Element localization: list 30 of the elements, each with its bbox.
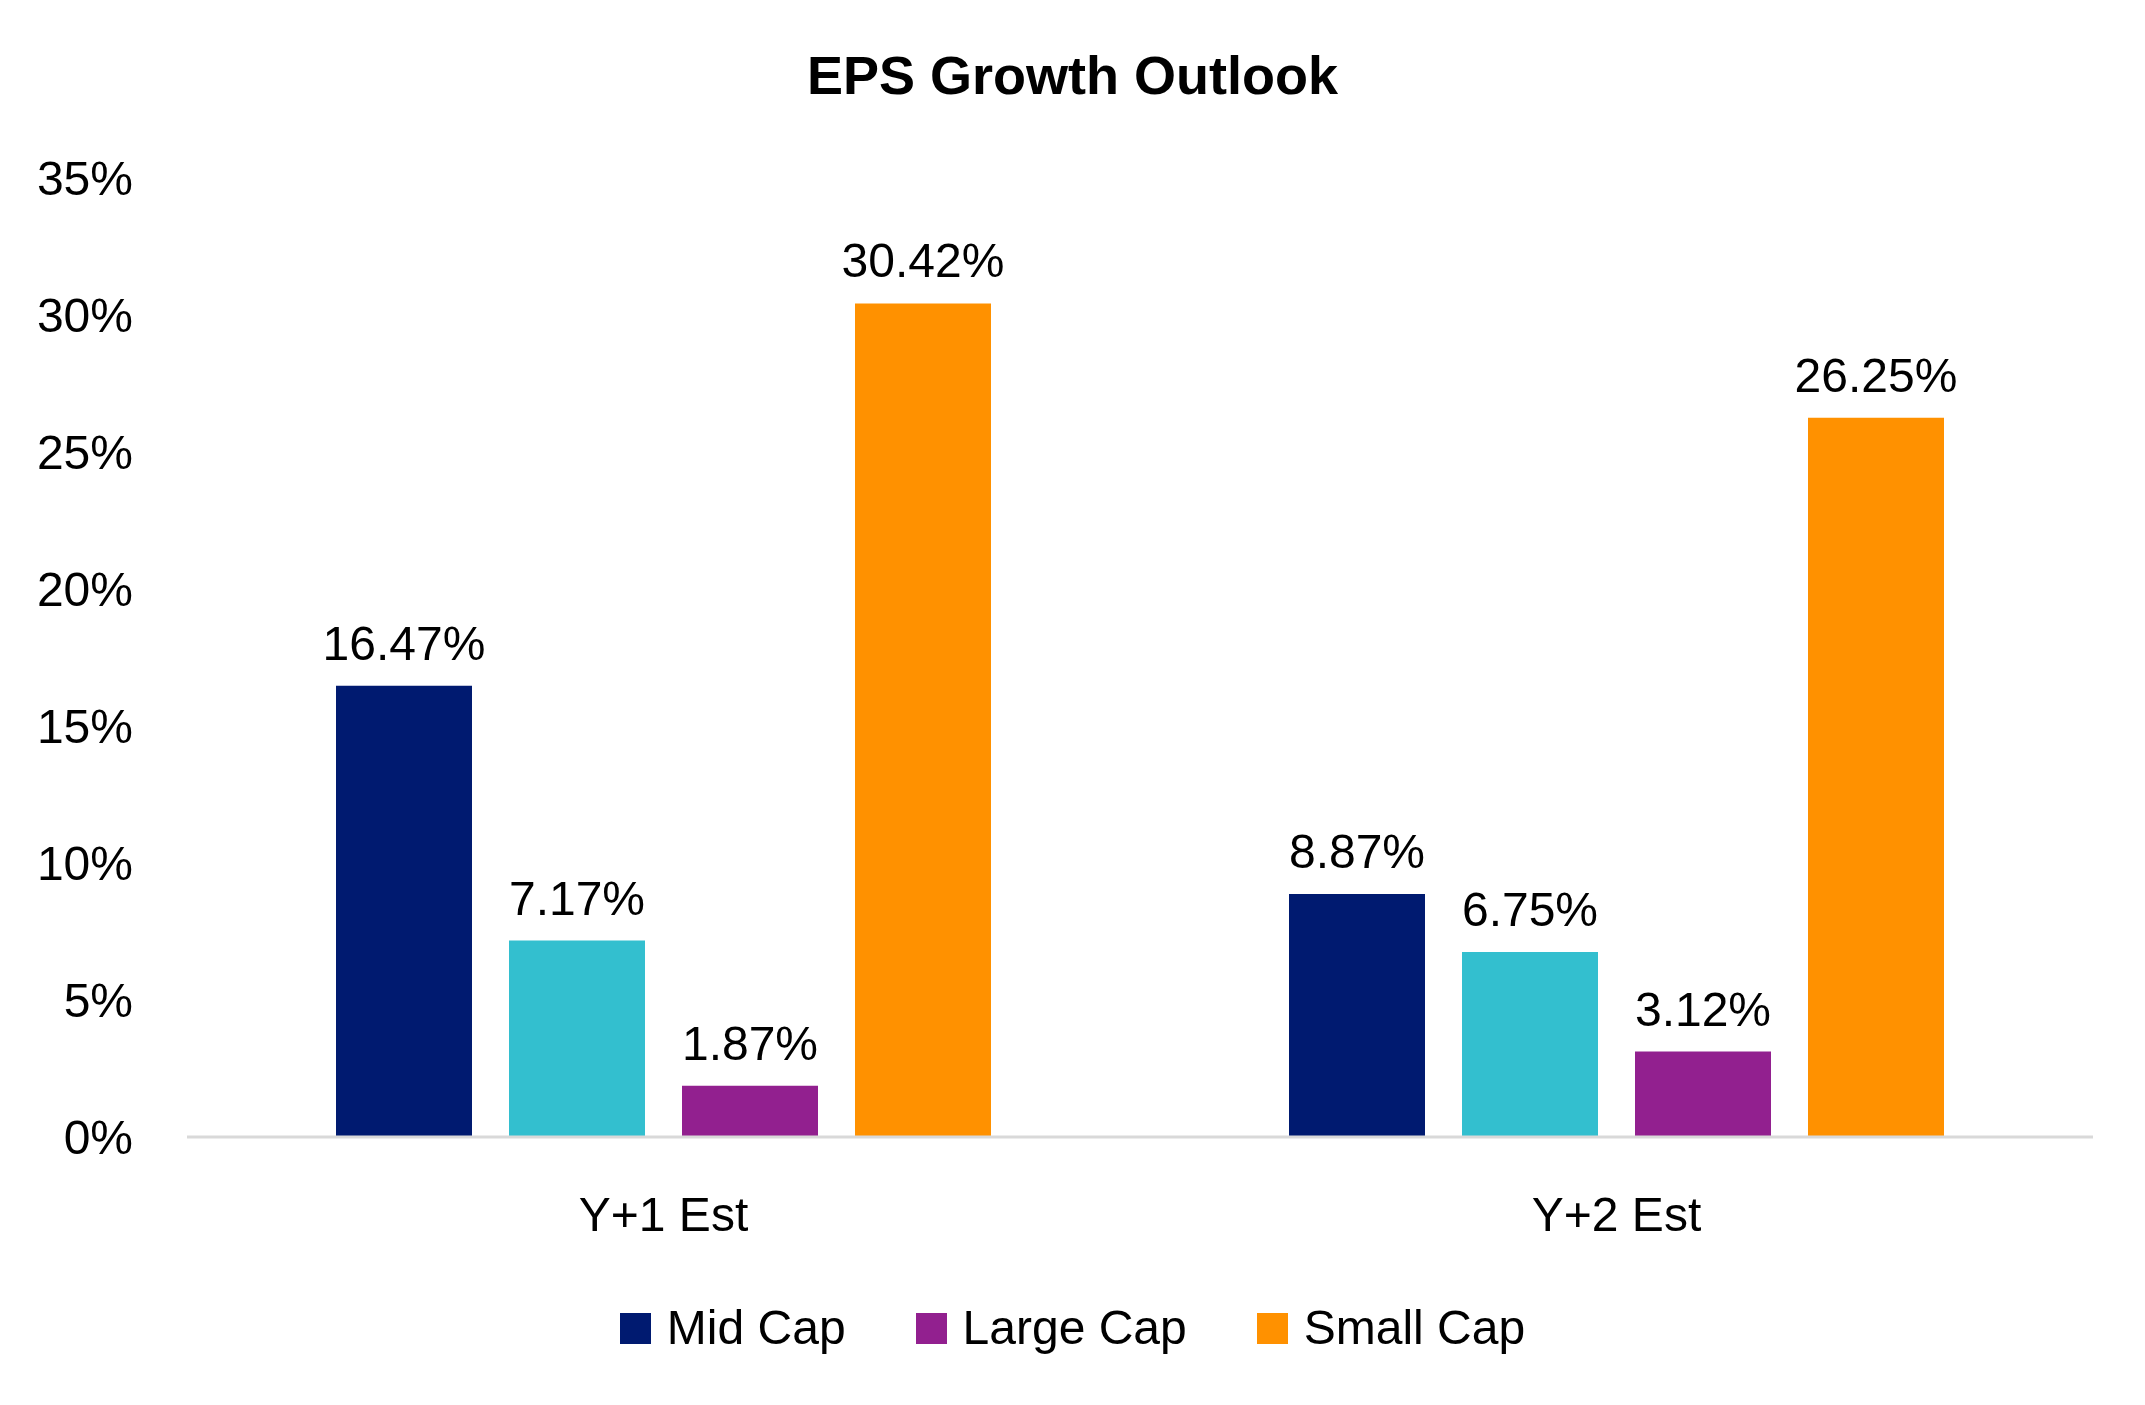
data-label: 1.87%	[681, 1016, 819, 1070]
y-tick-label: 30%	[36, 289, 133, 343]
bar	[855, 303, 991, 1137]
bar	[509, 940, 645, 1137]
data-label: 26.25%	[1794, 348, 1958, 402]
y-tick-label: 10%	[36, 837, 133, 891]
x-tick-label: Y+1 Est	[578, 1188, 749, 1242]
bar	[1462, 952, 1598, 1137]
y-tick-label: 25%	[36, 426, 133, 480]
bar	[1808, 417, 1944, 1137]
y-tick-label: 35%	[36, 152, 133, 206]
legend-label: Mid Cap	[666, 1300, 846, 1356]
bar	[1289, 893, 1425, 1137]
y-tick-label: 15%	[36, 700, 133, 754]
data-label: 6.75%	[1461, 883, 1599, 937]
legend-label: Small Cap	[1303, 1300, 1526, 1356]
bar	[682, 1085, 818, 1137]
legend-label: Large Cap	[962, 1300, 1187, 1356]
data-label: 8.87%	[1288, 824, 1426, 878]
data-label: 16.47%	[322, 616, 486, 670]
data-label: 3.12%	[1634, 982, 1772, 1036]
chart-title: EPS Growth Outlook	[806, 44, 1339, 107]
bar	[1635, 1051, 1771, 1137]
y-tick-label: 0%	[63, 1111, 133, 1165]
y-tick-label: 5%	[63, 974, 133, 1028]
data-label: 7.17%	[508, 871, 646, 925]
bar	[336, 685, 472, 1137]
data-label: 30.42%	[841, 234, 1005, 288]
x-tick-label: Y+2 Est	[1531, 1188, 1702, 1242]
y-tick-label: 20%	[36, 563, 133, 617]
